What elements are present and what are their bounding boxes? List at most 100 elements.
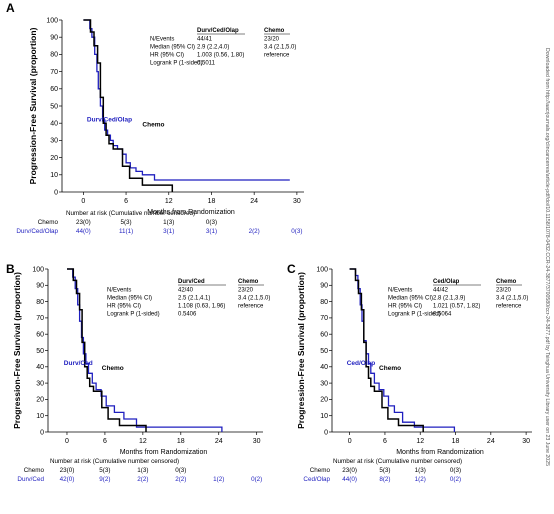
x-tick-label: 18	[208, 198, 216, 205]
y-tick-label: 90	[320, 283, 328, 290]
risk-value: 0(2)	[450, 476, 461, 483]
stats-row-label: HR (95% CI)	[150, 53, 184, 59]
y-tick-label: 20	[36, 397, 44, 404]
risk-row-label: Chemo	[24, 467, 45, 474]
risk-value: 11(1)	[119, 228, 133, 235]
stats-header: Durv/Ced	[178, 279, 205, 285]
y-tick-label: 0	[324, 429, 328, 436]
risk-value: 1(2)	[415, 476, 426, 483]
km-curve-chemo	[349, 268, 424, 432]
x-tick-label: 12	[416, 438, 424, 445]
y-tick-label: 0	[40, 429, 44, 436]
series-label-combo: Durv/Ced	[64, 360, 93, 367]
stats-row-label: Logrank P (1-sided)	[388, 312, 441, 318]
x-tick-label: 18	[452, 438, 460, 445]
stats-row-value: 0.5011	[197, 61, 216, 67]
stats-row-value: 44/42	[433, 288, 449, 294]
y-tick-label: 30	[320, 380, 328, 387]
y-tick-label: 0	[54, 189, 58, 196]
y-tick-label: 70	[36, 315, 44, 322]
risk-value: 1(3)	[137, 467, 148, 474]
y-tick-label: 90	[36, 283, 44, 290]
y-axis-title: Progression-Free Survival (proportion)	[12, 272, 22, 429]
y-tick-label: 20	[320, 397, 328, 404]
stats-row-value: reference	[238, 304, 264, 310]
y-tick-label: 50	[36, 348, 44, 355]
risk-table: Number at risk (Cumulative number censor…	[17, 458, 262, 483]
stats-row-value: 3.4 (2.1,5.0)	[264, 45, 296, 51]
series-label-combo: Ced/Olap	[347, 360, 376, 367]
risk-value: 0(3)	[450, 467, 461, 474]
risk-table-title: Number at risk (Cumulative number censor…	[50, 458, 179, 465]
stats-row-value: 42/40	[178, 288, 194, 294]
stats-row-label: Median (95% CI)	[388, 296, 433, 302]
y-tick-label: 40	[36, 364, 44, 371]
y-tick-label: 60	[50, 86, 58, 93]
y-tick-label: 10	[320, 413, 328, 420]
risk-table: Number at risk (Cumulative number censor…	[303, 458, 462, 483]
risk-value: 3(1)	[163, 228, 174, 235]
km-curve-durv-ced	[67, 268, 223, 432]
risk-value: 1(3)	[163, 219, 174, 226]
x-tick-label: 18	[177, 438, 185, 445]
risk-value: 44(0)	[342, 476, 357, 483]
panel-label: A	[6, 1, 15, 15]
stats-header: Ced/Olap	[433, 279, 460, 285]
risk-row-label: Chemo	[310, 467, 331, 474]
km-curve-chemo	[83, 19, 174, 192]
risk-value: 23(0)	[60, 467, 75, 474]
stats-row-value: 23/20	[496, 288, 512, 294]
stats-row-value: 0.5406	[178, 312, 197, 318]
stats-row-label: Logrank P (1-sided)	[150, 61, 203, 67]
risk-value: 1(2)	[213, 476, 224, 483]
risk-value: 42(0)	[60, 476, 75, 483]
x-tick-label: 24	[487, 438, 495, 445]
risk-value: 23(0)	[342, 467, 357, 474]
stats-row-value: reference	[264, 53, 290, 59]
series-label-chemo: Chemo	[102, 365, 124, 372]
risk-row-label: Durv/Ced	[17, 476, 44, 483]
y-tick-label: 30	[50, 138, 58, 145]
panel-label: C	[287, 262, 296, 276]
stats-row-value: 23/20	[238, 288, 254, 294]
risk-table: Number at risk (Cumulative number censor…	[16, 210, 302, 235]
stats-row-label: HR (95% CI)	[107, 304, 141, 310]
y-tick-label: 40	[50, 121, 58, 128]
stats-row-value: 44/41	[197, 37, 213, 43]
y-tick-label: 60	[36, 332, 44, 339]
series-label-chemo: Chemo	[142, 122, 164, 129]
panel-a: A 0 10 20 30 40 50 60 70 80 90 100 0 6 12 18 24 30 Progres…	[6, 1, 304, 235]
stats-row-label: N/Events	[388, 288, 412, 294]
risk-value: 5(3)	[120, 219, 131, 226]
stats-row-value: 2.9 (2.2,4.0)	[197, 45, 229, 51]
stats-row-value: 3.4 (2.1,5.0)	[238, 296, 270, 302]
download-side-note: Downloaded from http://aacrjournals.org/…	[544, 48, 550, 466]
risk-value: 1(3)	[415, 467, 426, 474]
stats-row-value: 23/20	[264, 37, 280, 43]
risk-row-label: Chemo	[38, 219, 59, 226]
stats-row-value: 2.5 (2.1,4.1)	[178, 296, 210, 302]
risk-row-label: Ced/Olap	[303, 476, 330, 483]
y-tick-label: 100	[316, 266, 328, 273]
stats-table: Ced/Olap Chemo N/Events 44/42 23/20 Median (9…	[388, 279, 528, 318]
stats-row-value: 3.4 (2.1,5.0)	[496, 296, 528, 302]
x-tick-label: 24	[250, 198, 258, 205]
stats-header: Chemo	[264, 28, 285, 34]
x-tick-label: 12	[139, 438, 147, 445]
stats-row-value: 1.021 (0.57, 1.82)	[433, 304, 480, 310]
stats-header: Chemo	[238, 279, 259, 285]
y-tick-label: 100	[32, 266, 44, 273]
x-tick-label: 30	[253, 438, 261, 445]
stats-row-value: 1.003 (0.56, 1.80)	[197, 53, 244, 59]
risk-value: 44(0)	[76, 228, 91, 235]
risk-value: 2(2)	[175, 476, 186, 483]
stats-row-value: 1.108 (0.63, 1.96)	[178, 304, 225, 310]
y-tick-label: 40	[320, 364, 328, 371]
y-axis-title: Progression-Free Survival (proportion)	[296, 272, 306, 429]
x-tick-label: 6	[124, 198, 128, 205]
risk-table-title: Number at risk (Cumulative number censor…	[66, 210, 195, 217]
x-axis-title: Months from Randomization	[120, 449, 208, 456]
stats-row-label: Median (95% CI)	[150, 45, 195, 51]
x-axis-title: Months from Randomization	[147, 209, 235, 216]
